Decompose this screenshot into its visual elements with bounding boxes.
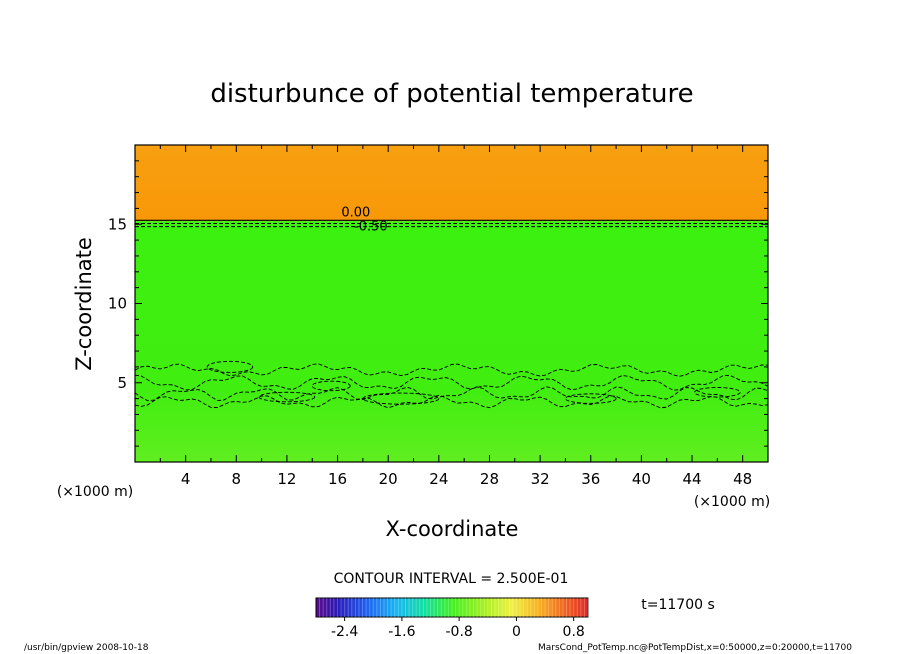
contour-lower-1 — [134, 374, 769, 391]
y-tick-label-2: 15 — [108, 215, 127, 233]
contour-cell-2 — [362, 392, 440, 405]
x-tick-label-2: 12 — [277, 470, 296, 488]
x-axis-label: X-coordinate — [386, 517, 519, 541]
x-tick-label-0: 4 — [181, 470, 191, 488]
contour-lower-3 — [134, 394, 769, 409]
x-unit-left: (×1000 m) — [57, 484, 133, 500]
contour-lower-2 — [134, 386, 769, 402]
x-tick-label-4: 20 — [379, 470, 398, 488]
y-tick-label-1: 10 — [108, 295, 127, 313]
chart-title: disturbunce of potential temperature — [210, 79, 693, 109]
contour-cell-3 — [564, 393, 617, 404]
x-tick-label-10: 44 — [682, 470, 701, 488]
contour-label-1: -0.50 — [354, 220, 388, 235]
y-axis-label: Z-coordinate — [72, 237, 96, 371]
contour-cell-4 — [694, 387, 741, 398]
x-tick-label-3: 16 — [328, 470, 347, 488]
region-lower — [135, 221, 768, 462]
colorbar: -2.4 -1.6 -0.8 0 0.8 — [315, 597, 589, 640]
colorbar-stripes — [319, 598, 589, 617]
footer-right: MarsCond_PotTemp.nc@PotTempDist,x=0:5000… — [538, 643, 852, 653]
x-tick-label-11: 48 — [733, 470, 752, 488]
footer-left: /usr/bin/gpview 2008-10-18 — [24, 643, 149, 653]
contour-cell-0 — [206, 360, 254, 373]
x-tick-label-9: 40 — [632, 470, 651, 488]
colorbar-fill — [315, 597, 589, 618]
colorbar-tick-label-0: -2.4 — [331, 624, 358, 640]
contour-lines — [134, 219, 769, 409]
x-tick-label-8: 36 — [581, 470, 600, 488]
colorbar-tick-label-4: 0.8 — [563, 624, 585, 640]
colorbar-tick-label-1: -1.6 — [388, 624, 415, 640]
x-tick-label-7: 32 — [531, 470, 550, 488]
x-tick-label-5: 24 — [429, 470, 448, 488]
colorbar-tick-label-2: -0.8 — [445, 624, 472, 640]
time-label: t=11700 s — [641, 597, 715, 613]
contour-cell-1 — [311, 380, 351, 392]
x-unit-right: (×1000 m) — [694, 494, 770, 510]
colorbar-ticks: -2.4 -1.6 -0.8 0 0.8 — [331, 617, 585, 640]
contour-cell-5 — [258, 391, 316, 403]
contour-lower-0 — [134, 363, 769, 377]
contour-label-0: 0.00 — [341, 205, 370, 220]
x-tick-label-6: 28 — [480, 470, 499, 488]
y-tick-label-0: 5 — [117, 374, 127, 392]
contour-interval: CONTOUR INTERVAL = 2.500E-01 — [334, 571, 569, 587]
region-upper — [135, 145, 768, 222]
x-tick-label-1: 8 — [232, 470, 242, 488]
colorbar-tick-label-3: 0 — [512, 624, 521, 640]
